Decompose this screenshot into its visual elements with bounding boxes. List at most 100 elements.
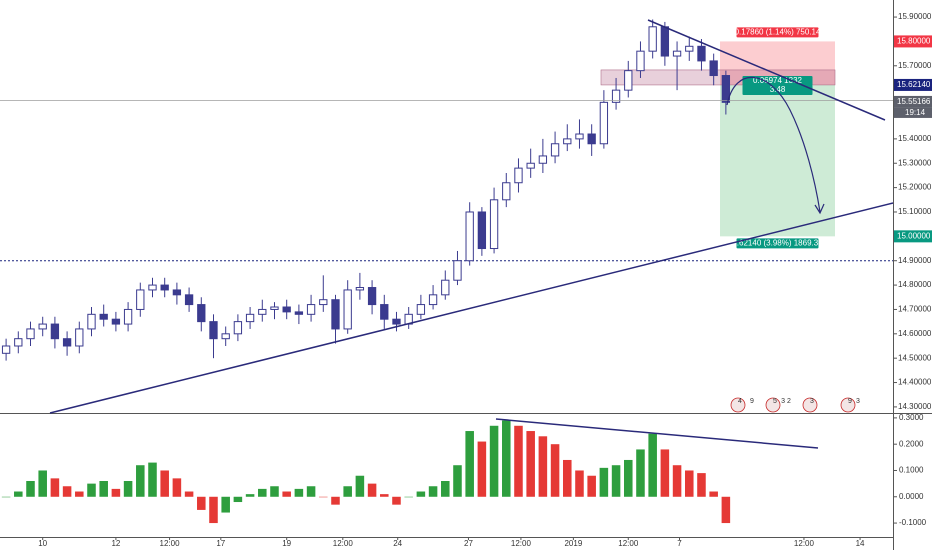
candle-body [197, 304, 206, 323]
histogram-bar [550, 444, 560, 497]
histogram-bar [660, 449, 670, 497]
histogram-bar [502, 420, 511, 497]
y2-tick-label: 0.1000 [899, 466, 924, 475]
histogram-bar [111, 488, 121, 497]
candle-body [648, 26, 657, 52]
histogram-bar [62, 486, 72, 497]
histogram-bar [624, 459, 633, 497]
histogram-bar [380, 494, 389, 497]
histogram-bar [465, 431, 474, 497]
histogram-bar [221, 496, 230, 513]
candle-body [721, 75, 731, 103]
candle-body [563, 138, 572, 145]
x-tick-label: 19 [282, 539, 291, 548]
trend-line [49, 202, 894, 414]
y-tick-label: 15.70000 [898, 61, 932, 70]
y-tick-label: 15.20000 [898, 183, 932, 192]
histogram-bar [294, 488, 304, 497]
histogram-bar [404, 496, 413, 498]
histogram-bar [441, 480, 450, 497]
histogram-bar [355, 475, 365, 497]
candle-body [514, 167, 523, 184]
histogram-bar [148, 462, 157, 497]
histogram-bar [50, 478, 60, 497]
x-tick-label: 10 [38, 539, 47, 548]
histogram-bar [428, 486, 438, 497]
candle-body [709, 60, 718, 77]
histogram-bar [38, 470, 47, 497]
price-label-box [894, 95, 932, 108]
candle-body [502, 182, 511, 201]
histogram-bar [26, 480, 35, 497]
histogram-bar [209, 496, 218, 524]
histogram-bar [587, 475, 596, 497]
candle-body [550, 143, 560, 157]
candle-body [87, 313, 96, 330]
histogram-bar [514, 425, 523, 497]
histogram-bar [197, 496, 206, 510]
candle-body [660, 26, 670, 57]
arrow-head [814, 203, 825, 215]
histogram-bar [672, 465, 682, 497]
histogram-bar [75, 491, 84, 497]
candle-body [428, 294, 438, 306]
histogram-bar [684, 470, 694, 497]
histogram-bar [184, 491, 194, 497]
candle-body [489, 199, 499, 250]
candle-body [453, 260, 462, 281]
price-label-box [894, 230, 932, 243]
x-tick-label: 12:00 [618, 539, 639, 548]
candle-body [611, 89, 621, 103]
candle-body [270, 306, 279, 310]
x-tick-label: 27 [464, 539, 473, 548]
event-icon [802, 397, 818, 413]
price-label-box [894, 35, 932, 48]
histogram-bar [489, 425, 499, 497]
candle-body [14, 338, 23, 347]
histogram-bar [709, 491, 718, 497]
event-icon [765, 397, 781, 413]
candle-body [99, 313, 108, 320]
candle-body [343, 289, 352, 330]
candle-body [184, 294, 194, 306]
y-tick-label: 14.70000 [898, 305, 932, 314]
histogram-bar [1, 496, 11, 498]
histogram-bar [87, 483, 96, 497]
x-tick-label: 24 [393, 539, 402, 548]
candle-body [538, 155, 548, 164]
candle-body [75, 328, 84, 347]
candle-body [26, 328, 35, 340]
event-icon [730, 397, 746, 413]
target-zone [720, 84, 835, 237]
price-label: 15.55166 [897, 97, 931, 106]
y-tick-label: 15.10000 [898, 207, 932, 216]
annotation-box [736, 238, 819, 249]
y-tick-label: 14.60000 [898, 329, 932, 338]
candle-body [258, 308, 267, 315]
histogram-bar [367, 483, 377, 497]
y-tick-label: 14.50000 [898, 353, 932, 362]
annotation: 3.48 [770, 85, 786, 94]
histogram-bar [611, 465, 621, 497]
y-tick-label: 14.40000 [898, 378, 932, 387]
event-count: 4 [738, 398, 742, 405]
histogram-bar [233, 496, 243, 503]
trend-line [495, 418, 819, 449]
event-count: 3 2 [781, 398, 791, 405]
candle-body [172, 289, 182, 296]
candle-body [624, 70, 633, 91]
x-tick-label: 12:00 [333, 539, 354, 548]
candle-body [465, 211, 474, 262]
y-tick-label: 15.40000 [898, 134, 932, 143]
histogram-bar [599, 467, 609, 497]
candle-body [294, 311, 304, 315]
candle-body [599, 101, 609, 145]
candle-body [355, 287, 365, 291]
histogram-bar [282, 491, 291, 497]
price-label: 15.00000 [897, 231, 931, 240]
event-count: 5 [773, 398, 777, 405]
histogram-bar [721, 496, 731, 524]
candle-body [111, 318, 121, 325]
candle-body [62, 338, 72, 347]
